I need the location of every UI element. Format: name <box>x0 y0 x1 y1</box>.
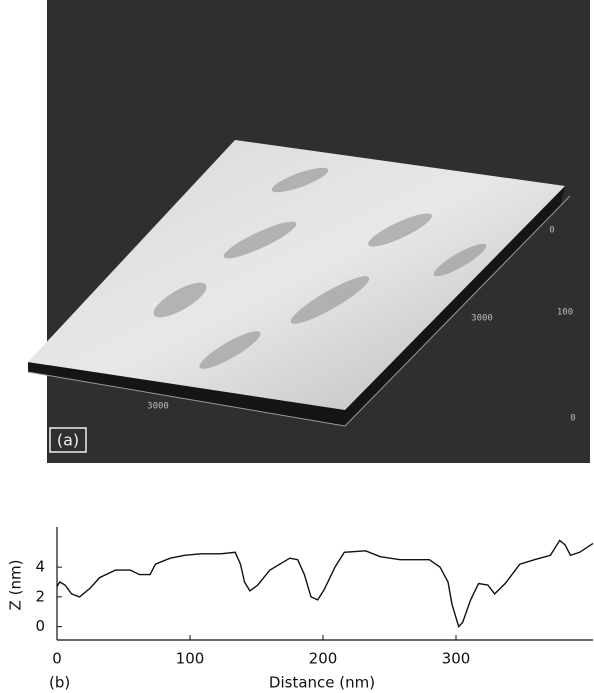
profile-line <box>57 540 593 626</box>
image-axis-label: 0 <box>570 414 575 424</box>
figure: (a) 3000 3000 100 0 0 0 2 4 0 100 200 300 Dista… <box>0 0 594 693</box>
y-tick-label: 4 <box>35 558 45 576</box>
x-tick-label: 100 <box>176 650 205 668</box>
image-axis-label: 0 <box>549 226 554 236</box>
x-tick-label: 0 <box>52 650 62 668</box>
x-axis-title: Distance (nm) <box>269 674 375 692</box>
image-axis-label: 3000 <box>471 314 493 324</box>
image-axis-label: 3000 <box>147 402 169 412</box>
image-axis-label: 100 <box>557 308 573 318</box>
y-axis-title: Z (nm) <box>7 560 25 611</box>
x-tick-label: 200 <box>309 650 338 668</box>
x-tick-label: 300 <box>442 650 471 668</box>
panel-label: (b) <box>49 674 70 692</box>
y-tick-label: 0 <box>35 617 45 635</box>
panel-label: (a) <box>57 431 79 450</box>
y-tick-label: 2 <box>35 587 45 605</box>
